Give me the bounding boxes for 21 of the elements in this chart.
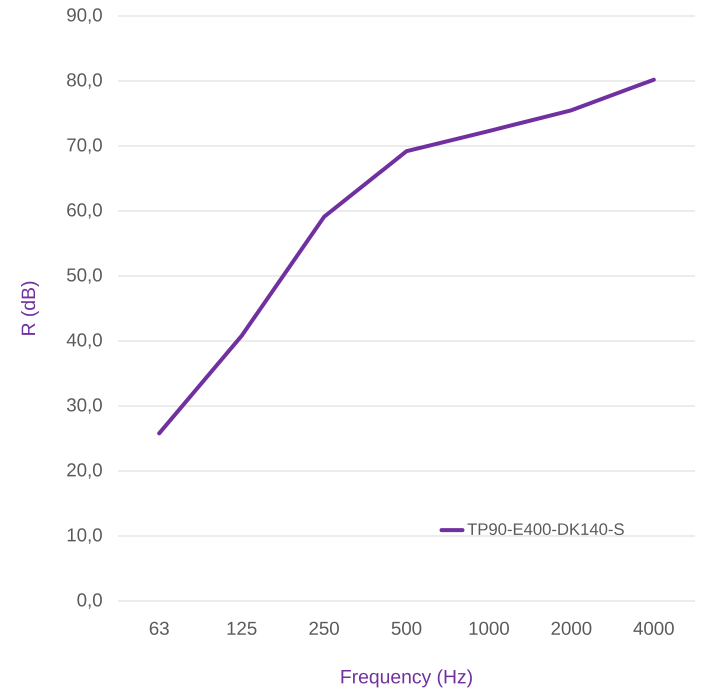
legend-label: TP90-E400-DK140-S (467, 523, 624, 536)
y-tick-label: 60,0 (67, 203, 102, 219)
x-tick-label: 4000 (633, 622, 674, 635)
x-tick-label: 500 (392, 622, 422, 635)
y-tick-label: 40,0 (66, 333, 102, 349)
x-tick-label: 63 (150, 622, 169, 635)
y-tick-label: 50,0 (67, 268, 102, 284)
y-tick-label: 30,0 (67, 398, 102, 414)
x-tick-label: 250 (309, 622, 339, 635)
x-tick-label: 1000 (470, 622, 509, 635)
y-tick-label: 90,0 (67, 8, 102, 24)
x-tick-label: 2000 (552, 622, 592, 635)
x-tick-label: 125 (227, 622, 256, 635)
y-tick-label: 70,0 (67, 138, 102, 154)
x-axis-title: Frequency (Hz) (341, 669, 472, 688)
y-tick-label: 80,0 (67, 73, 102, 89)
y-tick-label: 0,0 (77, 593, 102, 609)
y-axis-title: R (dB) (20, 282, 40, 335)
y-tick-label: 20,0 (67, 463, 102, 479)
line-series (157, 78, 656, 436)
y-tick-label: 10,0 (68, 528, 102, 544)
